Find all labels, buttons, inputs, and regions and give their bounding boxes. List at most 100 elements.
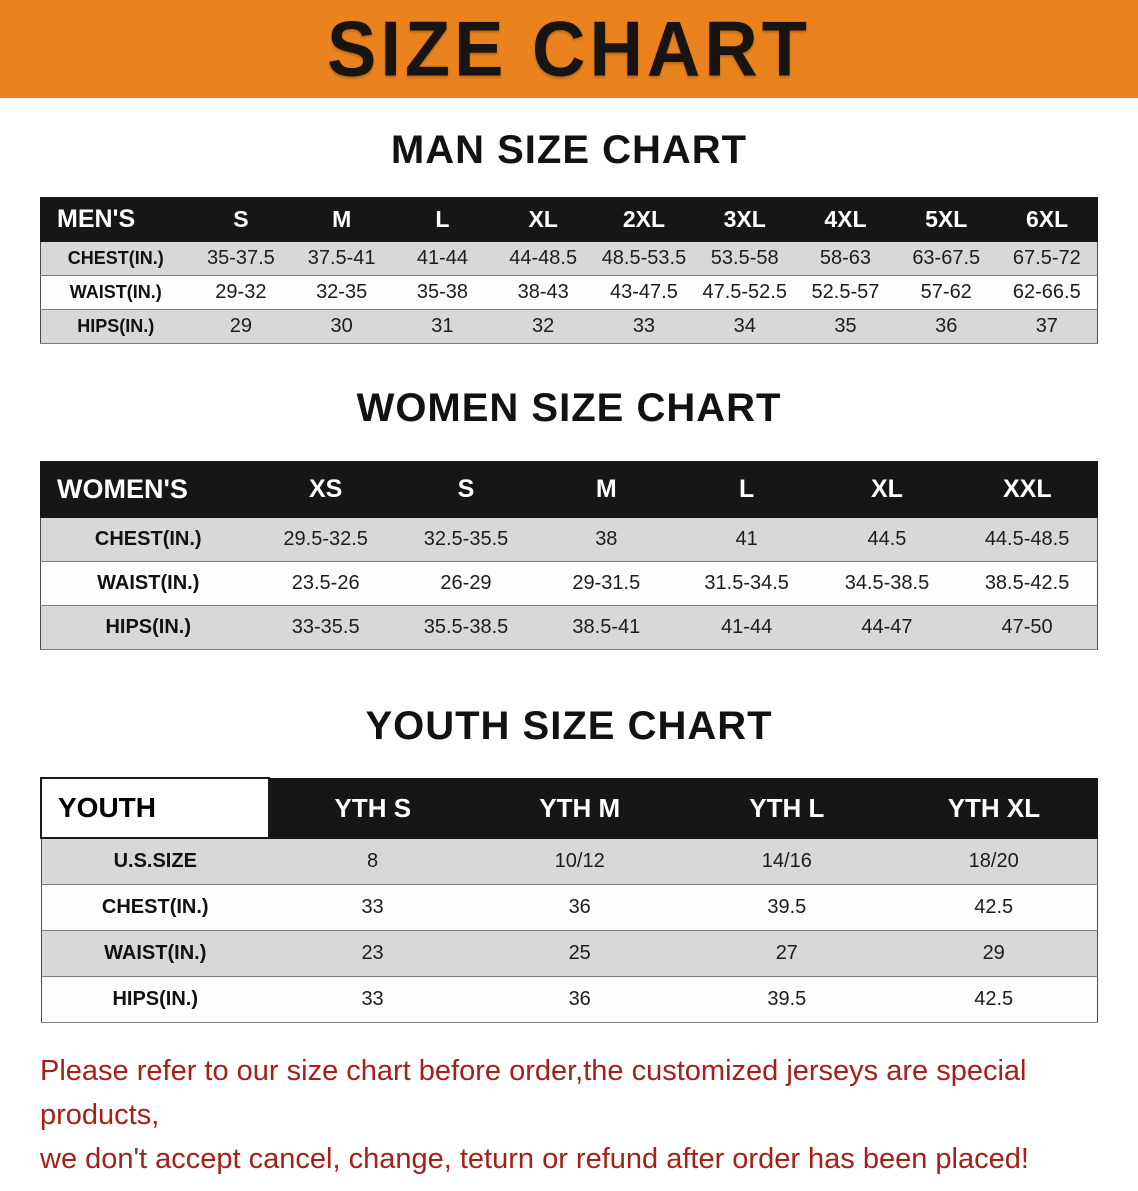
size-value-cell: 35-37.5 xyxy=(190,241,292,276)
man-size-table: MEN'S S M L XL 2XL 3XL 4XL 5XL 6XL CHEST(IN.) 35-3… xyxy=(40,197,1098,344)
size-header-cell: M xyxy=(290,197,393,242)
measurement-label: WAIST(IN.) xyxy=(41,929,269,977)
size-value-cell: 26-29 xyxy=(395,561,537,606)
table-row: CHEST(IN.) 35-37.5 37.5-41 41-44 44-48.5 48.5… xyxy=(40,241,1098,276)
size-value-cell: 34.5-38.5 xyxy=(816,561,958,606)
youth-table-body: U.S.SIZE 8 10/12 14/16 18/20 CHEST(IN.) 33 36 39… xyxy=(41,837,1098,1023)
disclaimer-line-1: Please refer to our size chart before or… xyxy=(40,1054,1027,1131)
size-value-cell: 38.5-41 xyxy=(536,605,677,650)
size-value-cell: 10/12 xyxy=(476,837,684,885)
measurement-label: CHEST(IN.) xyxy=(41,883,269,931)
size-value-cell: 44.5-48.5 xyxy=(957,517,1098,562)
size-value-cell: 44-48.5 xyxy=(492,241,594,276)
size-header-cell: M xyxy=(535,461,677,518)
size-header-cell: YTH M xyxy=(475,777,684,839)
size-value-cell: 48.5-53.5 xyxy=(593,241,695,276)
size-value-cell: 39.5 xyxy=(683,883,891,931)
size-header-cell: XL xyxy=(816,461,958,518)
size-value-cell: 37 xyxy=(996,309,1098,344)
table-row: HIPS(IN.) 33-35.5 35.5-38.5 38.5-41 41-44 44-… xyxy=(40,605,1098,650)
size-value-cell: 31.5-34.5 xyxy=(676,561,817,606)
table-row: U.S.SIZE 8 10/12 14/16 18/20 xyxy=(41,837,1098,885)
size-value-cell: 23.5-26 xyxy=(255,561,396,606)
section-youth: YOUTH SIZE CHART YOUTH YTH S YTH M YTH L YTH… xyxy=(0,704,1138,1023)
youth-table-header: YOUTH YTH S YTH M YTH L YTH XL xyxy=(40,777,1099,839)
size-value-cell: 30 xyxy=(291,309,393,344)
measurement-label: WAIST(IN.) xyxy=(40,275,191,310)
size-value-cell: 44-47 xyxy=(816,605,958,650)
size-header-cell: 6XL xyxy=(996,197,1098,242)
size-value-cell: 29 xyxy=(890,929,1098,977)
size-value-cell: 41-44 xyxy=(676,605,817,650)
size-value-cell: 35-38 xyxy=(392,275,493,310)
size-value-cell: 31 xyxy=(392,309,493,344)
measurement-label: HIPS(IN.) xyxy=(40,605,256,650)
header-row: WOMEN'S XS S M L XL XXL xyxy=(40,461,1099,518)
youth-size-table: YOUTH YTH S YTH M YTH L YTH XL U.S.SIZE 8 10/1… xyxy=(40,777,1099,1023)
size-value-cell: 47.5-52.5 xyxy=(694,275,796,310)
disclaimer-note: Please refer to our size chart before or… xyxy=(40,1049,1100,1181)
table-title-cell: MEN'S xyxy=(40,197,191,242)
women-size-table: WOMEN'S XS S M L XL XXL CHEST(IN.) 29.5-32.5 32.… xyxy=(40,461,1099,650)
size-value-cell: 18/20 xyxy=(890,837,1098,885)
size-header-cell: S xyxy=(395,461,537,518)
size-header-cell: YTH S xyxy=(268,777,477,839)
size-value-cell: 33-35.5 xyxy=(255,605,396,650)
size-value-cell: 29 xyxy=(190,309,292,344)
table-title-cell: YOUTH xyxy=(40,777,270,839)
size-value-cell: 44.5 xyxy=(816,517,958,562)
man-section-heading: MAN SIZE CHART xyxy=(390,128,748,172)
size-header-cell: 2XL xyxy=(593,197,695,242)
size-header-cell: S xyxy=(190,197,292,242)
size-value-cell: 57-62 xyxy=(895,275,997,310)
women-table-body: CHEST(IN.) 29.5-32.5 32.5-35.5 38 41 44.5 44.5… xyxy=(40,517,1098,650)
size-value-cell: 63-67.5 xyxy=(895,241,997,276)
size-value-cell: 38.5-42.5 xyxy=(957,561,1098,606)
size-header-cell: XL xyxy=(492,197,595,242)
women-section-heading: WOMEN SIZE CHART xyxy=(356,386,782,430)
size-value-cell: 58-63 xyxy=(795,241,896,276)
size-value-cell: 34 xyxy=(694,309,796,344)
table-row: CHEST(IN.) 33 36 39.5 42.5 xyxy=(41,883,1098,931)
measurement-label: CHEST(IN.) xyxy=(40,241,191,276)
measurement-label: WAIST(IN.) xyxy=(40,561,256,606)
size-value-cell: 42.5 xyxy=(890,975,1098,1023)
women-table-header: WOMEN'S XS S M L XL XXL xyxy=(40,461,1099,518)
table-title-cell: WOMEN'S xyxy=(40,461,256,518)
size-header-cell: 4XL xyxy=(794,197,897,242)
header-row: YOUTH YTH S YTH M YTH L YTH XL xyxy=(40,777,1099,839)
size-value-cell: 36 xyxy=(476,883,684,931)
size-value-cell: 29-32 xyxy=(190,275,292,310)
size-value-cell: 29-31.5 xyxy=(536,561,677,606)
measurement-label: U.S.SIZE xyxy=(41,837,269,885)
size-value-cell: 32-35 xyxy=(291,275,393,310)
size-value-cell: 35.5-38.5 xyxy=(395,605,537,650)
size-header-cell: YTH L xyxy=(682,777,891,839)
table-row: WAIST(IN.) 23 25 27 29 xyxy=(41,929,1098,977)
section-women: WOMEN SIZE CHART WOMEN'S XS S M L XL XXL CHEST… xyxy=(0,386,1138,650)
size-value-cell: 43-47.5 xyxy=(593,275,695,310)
size-value-cell: 36 xyxy=(476,975,684,1023)
size-value-cell: 42.5 xyxy=(890,883,1098,931)
size-value-cell: 39.5 xyxy=(683,975,891,1023)
size-value-cell: 25 xyxy=(476,929,684,977)
size-value-cell: 37.5-41 xyxy=(291,241,393,276)
measurement-label: HIPS(IN.) xyxy=(40,309,191,344)
size-value-cell: 52.5-57 xyxy=(795,275,896,310)
size-value-cell: 33 xyxy=(593,309,695,344)
table-row: WAIST(IN.) 23.5-26 26-29 29-31.5 31.5-34.5 34… xyxy=(40,561,1098,606)
man-table-body: CHEST(IN.) 35-37.5 37.5-41 41-44 44-48.5 48.5… xyxy=(40,241,1098,344)
man-table-header: MEN'S S M L XL 2XL 3XL 4XL 5XL 6XL xyxy=(40,197,1098,242)
size-value-cell: 47-50 xyxy=(957,605,1098,650)
size-value-cell: 32 xyxy=(492,309,594,344)
size-value-cell: 38 xyxy=(536,517,677,562)
size-header-cell: 3XL xyxy=(693,197,796,242)
size-value-cell: 23 xyxy=(269,929,477,977)
section-man: MAN SIZE CHART MEN'S S M L XL 2XL 3XL 4XL 5XL 6XL… xyxy=(0,128,1138,344)
header-row: MEN'S S M L XL 2XL 3XL 4XL 5XL 6XL xyxy=(40,197,1098,242)
size-value-cell: 41-44 xyxy=(392,241,493,276)
table-row: CHEST(IN.) 29.5-32.5 32.5-35.5 38 41 44.5 44.5… xyxy=(40,517,1098,562)
size-header-cell: XXL xyxy=(956,461,1099,518)
measurement-label: HIPS(IN.) xyxy=(41,975,269,1023)
